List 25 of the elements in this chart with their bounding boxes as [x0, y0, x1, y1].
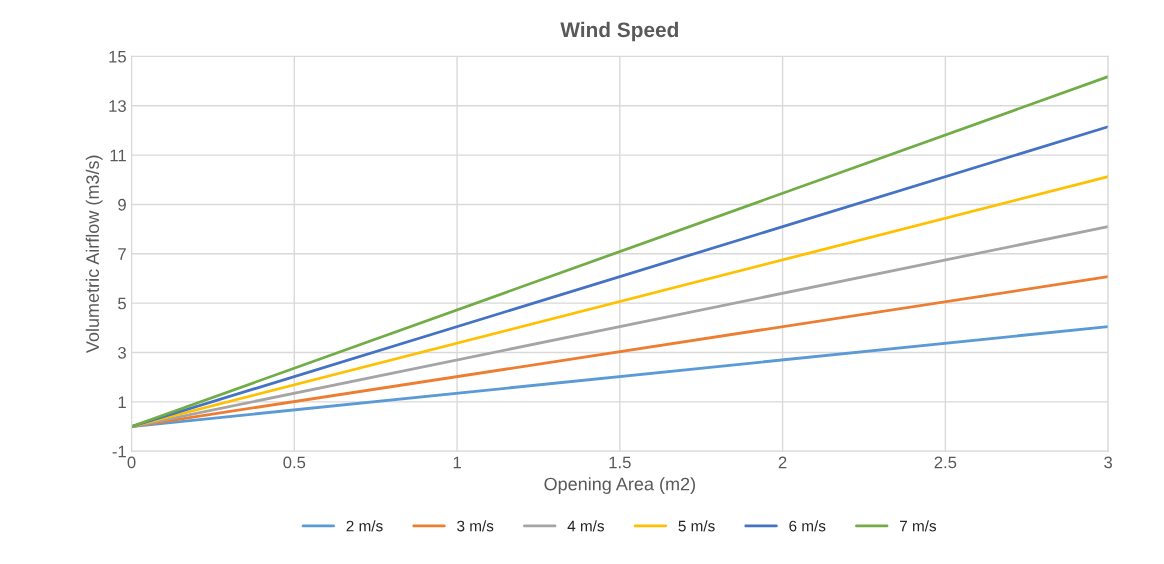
y-tick-label: -1 [112, 445, 126, 458]
y-tick-label: 11 [110, 149, 126, 162]
x-tick-label: 1.5 [609, 456, 631, 469]
chart-title: Wind Speed [560, 21, 678, 42]
legend-label: 6 m/s [789, 520, 826, 532]
y-tick-label: 5 [118, 297, 126, 310]
legend-label: 2 m/s [346, 520, 383, 532]
x-tick-label: 2.5 [934, 456, 957, 469]
y-tick-label: 13 [109, 100, 126, 112]
x-tick-label: 3 [1104, 456, 1113, 469]
y-axis-title: Volumetric Airflow (m3/s) [85, 155, 103, 354]
legend-label: 4 m/s [567, 520, 604, 532]
y-tick-label: 9 [118, 198, 126, 211]
y-tick-label: 3 [118, 346, 126, 359]
y-tick-label: 15 [109, 50, 126, 63]
legend-label: 5 m/s [678, 520, 715, 532]
x-tick-label: 2 [778, 456, 787, 469]
x-tick-label: 0 [127, 456, 136, 469]
x-axis-title: Opening Area (m2) [544, 477, 695, 494]
y-tick-label: 7 [118, 248, 126, 260]
legend-label: 7 m/s [900, 520, 937, 532]
y-tick-label: 1 [118, 396, 126, 408]
x-tick-label: 1 [453, 456, 461, 469]
x-tick-label: 0.5 [283, 456, 306, 469]
legend-label: 3 m/s [457, 520, 494, 532]
